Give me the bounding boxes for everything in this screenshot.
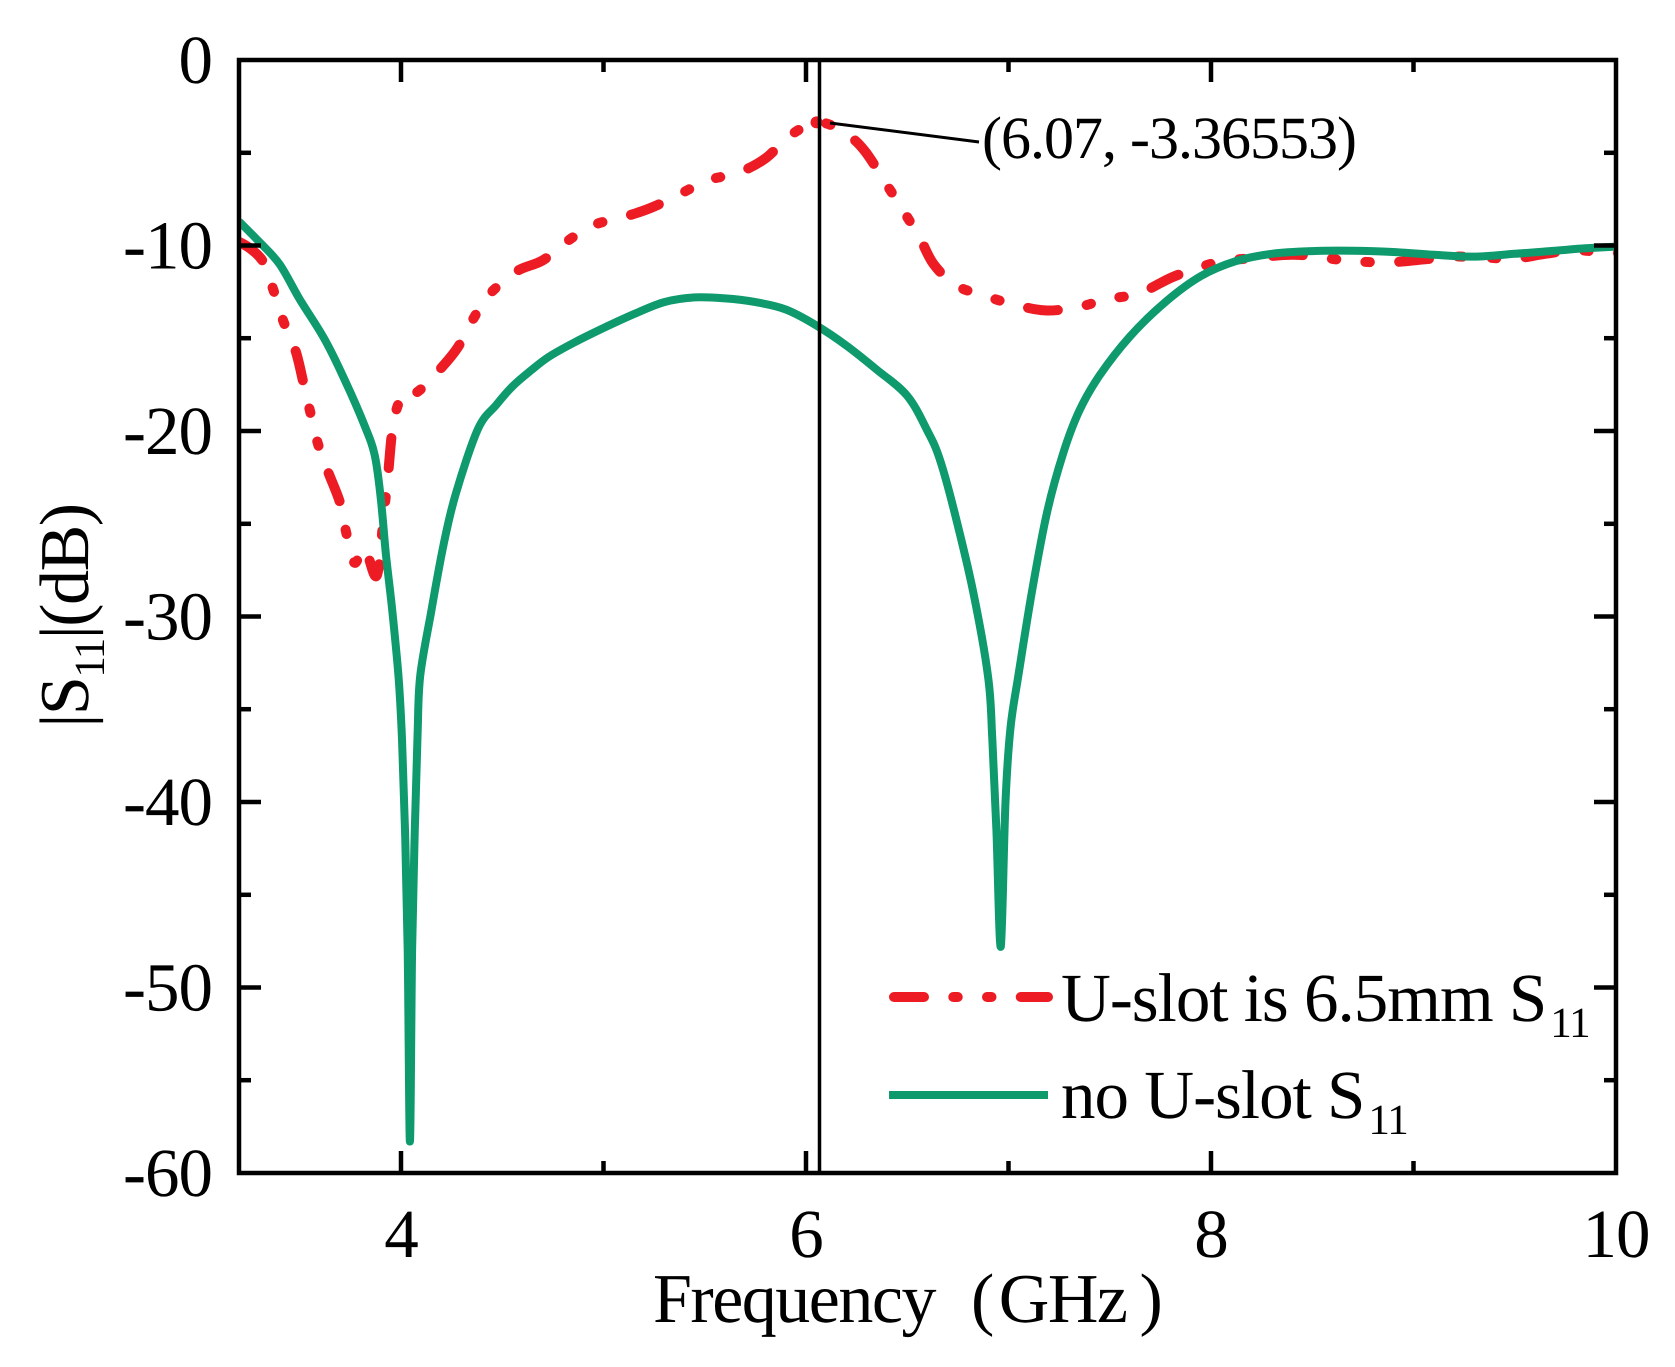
svg-text:0: 0: [179, 22, 213, 98]
svg-text:-30: -30: [123, 579, 212, 655]
svg-text:4: 4: [384, 1196, 418, 1272]
svg-text:-50: -50: [123, 950, 212, 1026]
svg-text:no U-slot S11: no U-slot S11: [1061, 1057, 1408, 1144]
svg-text:Frequency(GHz): Frequency (GHz): [653, 1261, 1161, 1338]
svg-text:-20: -20: [123, 393, 212, 469]
svg-text:|S11|(dB): |S11|(dB): [27, 504, 114, 727]
svg-text:-10: -10: [123, 208, 212, 284]
svg-text:-40: -40: [123, 764, 212, 840]
svg-text:(6.07, -3.36553): (6.07, -3.36553): [982, 105, 1356, 171]
svg-text:10: 10: [1583, 1196, 1650, 1272]
svg-text:U-slot is 6.5mm S11: U-slot is 6.5mm S11: [1061, 960, 1590, 1047]
svg-text:6: 6: [789, 1196, 823, 1272]
svg-text:8: 8: [1194, 1196, 1228, 1272]
svg-text:-60: -60: [123, 1135, 212, 1211]
